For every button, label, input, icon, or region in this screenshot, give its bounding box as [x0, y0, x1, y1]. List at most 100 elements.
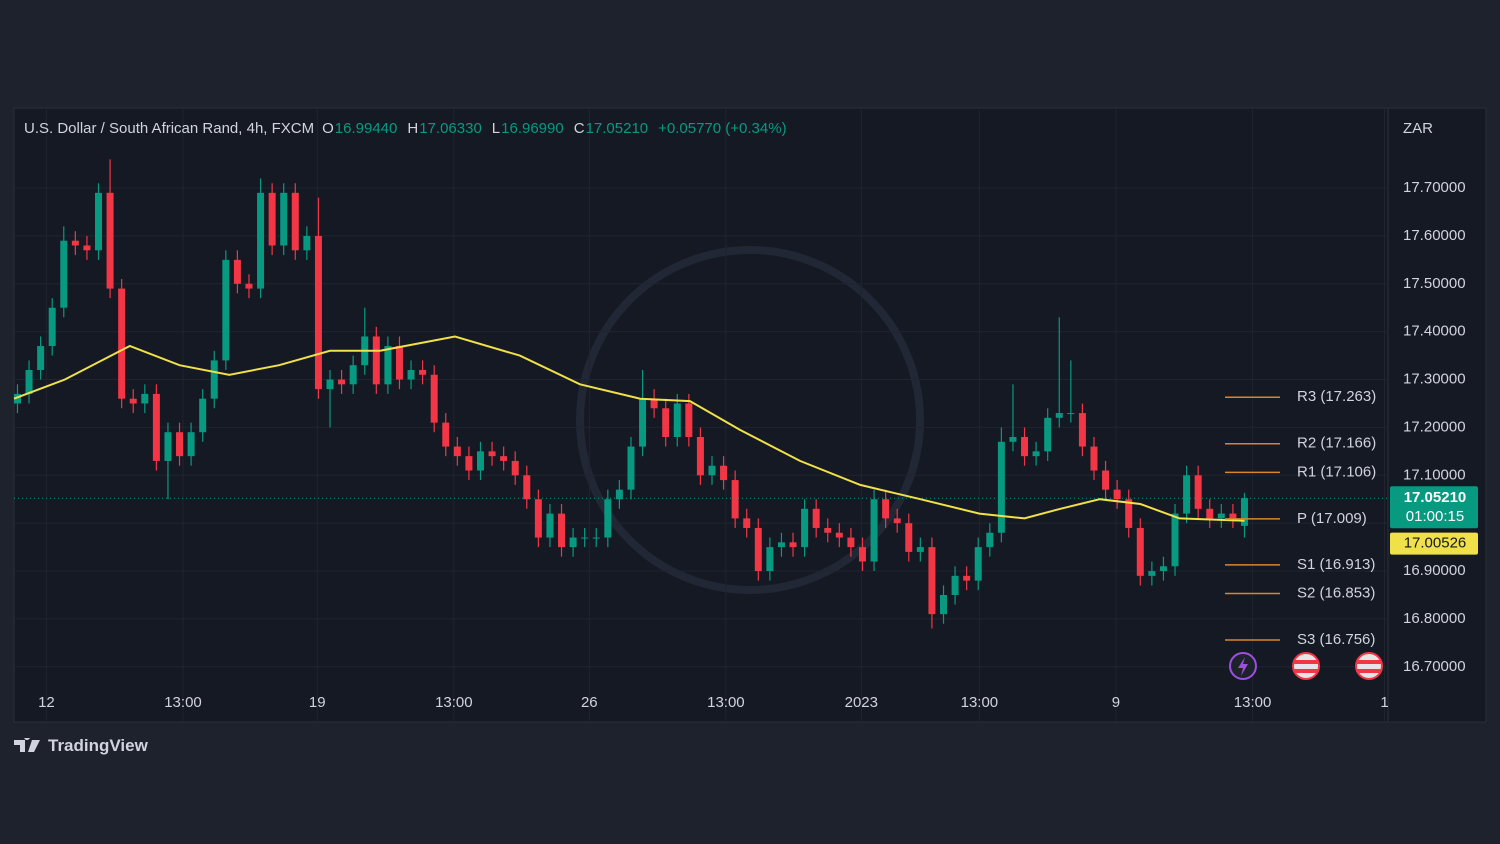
- flag-stripe: [1294, 669, 1318, 673]
- pivot-label: S2 (16.853): [1297, 585, 1375, 602]
- countdown: 01:00:15: [1406, 508, 1464, 525]
- candle-body: [60, 240, 68, 308]
- x-tick-label: 1: [1380, 694, 1388, 711]
- candle-body: [1055, 413, 1063, 418]
- candle-body: [662, 408, 670, 437]
- y-tick-label: 17.20000: [1403, 418, 1466, 435]
- event-icon[interactable]: [1355, 652, 1383, 680]
- flag-stripe: [1357, 669, 1381, 673]
- candle-body: [1078, 413, 1086, 447]
- x-tick-label: 13:00: [961, 694, 999, 711]
- candle-body: [13, 393, 21, 404]
- candle-body: [777, 542, 785, 548]
- candle-body: [280, 192, 288, 246]
- candle-body: [511, 460, 519, 476]
- candle-body: [673, 403, 681, 437]
- candle-body: [442, 422, 450, 447]
- ohlc-key: H: [407, 120, 419, 137]
- candle-body: [257, 192, 265, 289]
- pivot-label: R1 (17.106): [1297, 463, 1376, 480]
- candle-body: [974, 547, 982, 581]
- candle-body: [1229, 513, 1237, 519]
- candle-body: [1194, 475, 1202, 509]
- ohlc-value: 16.96990: [501, 120, 564, 137]
- candle-body: [534, 499, 542, 538]
- candle-body: [812, 508, 820, 528]
- last-price-label: 17.05210: [1404, 489, 1467, 506]
- x-tick-label: 26: [581, 694, 598, 711]
- x-tick-label: 19: [309, 694, 326, 711]
- candle-body: [210, 360, 218, 399]
- flag-stripe: [1357, 660, 1381, 664]
- candle-body: [1102, 470, 1110, 490]
- pivot-label: S1 (16.913): [1297, 556, 1375, 573]
- candle-body: [986, 532, 994, 548]
- candle-body: [870, 499, 878, 562]
- last-price-tag: [1390, 486, 1478, 529]
- candle-body: [789, 542, 797, 548]
- x-tick-label: 13:00: [707, 694, 745, 711]
- candle-body: [141, 393, 149, 404]
- pivot-label: R2 (17.166): [1297, 435, 1376, 452]
- candle-body: [488, 451, 496, 457]
- moving-average: [13, 335, 1245, 522]
- candle-body: [824, 527, 832, 533]
- y-tick-label: 17.70000: [1403, 179, 1466, 196]
- ohlc-key: C: [573, 120, 585, 137]
- x-tick-label: 9: [1112, 694, 1120, 711]
- candle-body: [1159, 566, 1167, 572]
- x-tick-label: 12: [38, 694, 55, 711]
- candle-body: [1032, 451, 1040, 457]
- y-tick-label: 17.60000: [1403, 227, 1466, 244]
- brand[interactable]: TradingView: [14, 736, 148, 756]
- candle-body: [25, 369, 33, 394]
- y-tick-label: 17.10000: [1403, 466, 1466, 483]
- candle-body: [95, 192, 103, 251]
- candle-body: [754, 527, 762, 572]
- candle-body: [500, 456, 508, 461]
- candle-body: [627, 446, 635, 490]
- y-tick-label: 16.70000: [1403, 658, 1466, 675]
- candle-body: [893, 518, 901, 524]
- y-tick-label: 16.80000: [1403, 610, 1466, 627]
- candle-body: [1044, 417, 1052, 452]
- event-icon[interactable]: [1292, 652, 1320, 680]
- brand-name: TradingView: [48, 736, 148, 755]
- candle-body: [1021, 436, 1029, 457]
- y-tick-label: 17.40000: [1403, 323, 1466, 340]
- candle-body: [187, 432, 195, 457]
- candle-body: [291, 192, 299, 251]
- pivot-label: R3 (17.263): [1297, 388, 1376, 405]
- candle-body: [951, 575, 959, 595]
- candle-body: [858, 547, 866, 562]
- candle-body: [546, 513, 554, 538]
- candle-body: [314, 235, 322, 390]
- candle-body: [916, 547, 924, 552]
- candle-body: [708, 465, 716, 476]
- candle-body: [222, 259, 230, 361]
- x-tick-label: 13:00: [435, 694, 473, 711]
- candle-body: [465, 456, 473, 471]
- candle-body: [604, 499, 612, 538]
- candle-body: [963, 575, 971, 581]
- candle-body: [430, 374, 438, 423]
- candle-body: [268, 192, 276, 246]
- ohlc-key: O: [322, 120, 334, 137]
- ohlc-key: L: [491, 120, 501, 137]
- candle-body: [233, 259, 241, 284]
- change: +0.05770 (+0.34%): [658, 120, 787, 137]
- candle-body: [882, 499, 890, 519]
- pivot-label: S3 (16.756): [1297, 631, 1375, 648]
- candle-body: [615, 489, 623, 500]
- candle-body: [847, 537, 855, 548]
- chart-panel: [13, 107, 1487, 723]
- candle-body: [303, 235, 311, 251]
- candle-body: [835, 532, 843, 538]
- candle-body: [349, 365, 357, 385]
- candle-body: [997, 441, 1005, 533]
- candle-body: [569, 537, 577, 548]
- candle-body: [395, 346, 403, 380]
